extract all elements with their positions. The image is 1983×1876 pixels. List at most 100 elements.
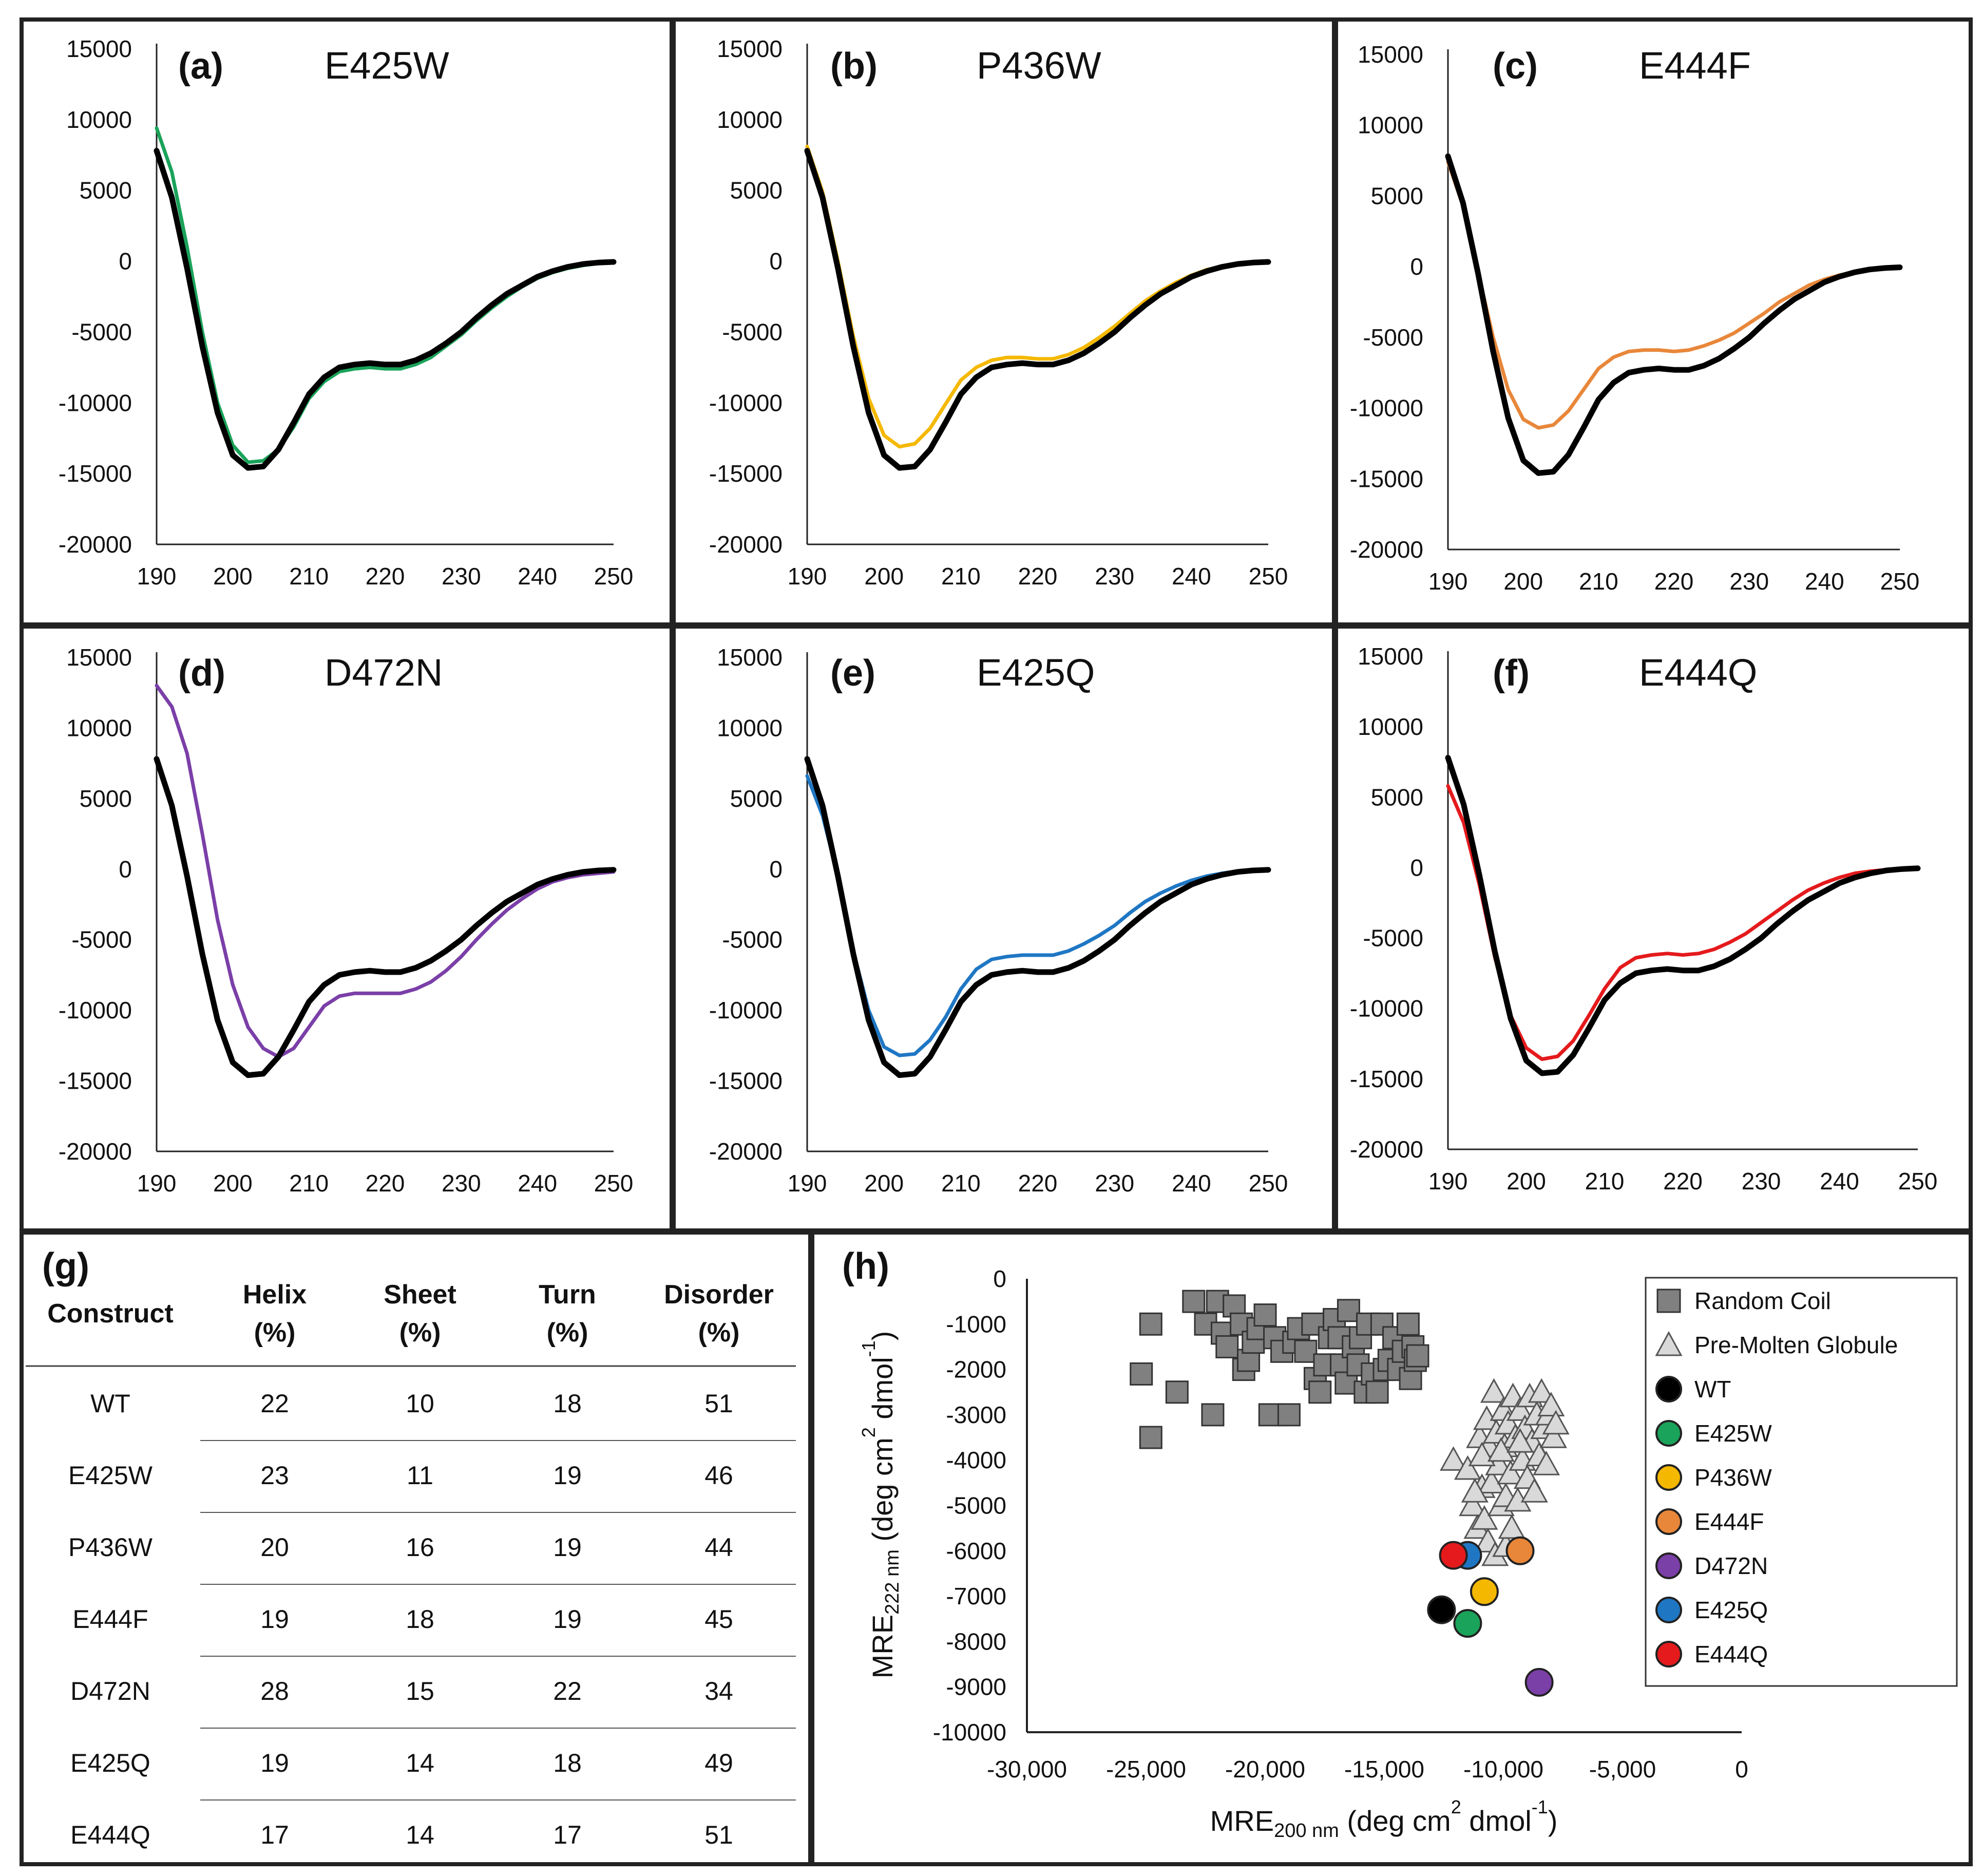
y-tick-label: 0 xyxy=(119,248,132,275)
x-tick-label: 230 xyxy=(442,1170,481,1197)
random-coil-point xyxy=(1253,1303,1277,1327)
y-tick-label: -10000 xyxy=(59,997,132,1024)
table-construct-cell: E444F xyxy=(72,1605,148,1634)
legend-label: D472N xyxy=(1694,1552,1768,1579)
y-tick-label: 0 xyxy=(769,856,783,882)
random-coil-point xyxy=(1406,1344,1429,1368)
table-value-cell: 17 xyxy=(260,1821,289,1849)
series-line-WT xyxy=(804,148,1271,471)
y-tick-label: -5000 xyxy=(722,926,783,953)
construct-point-WT xyxy=(1427,1595,1456,1624)
x-tick-label: 220 xyxy=(1654,568,1694,595)
x-tick-label: 200 xyxy=(213,1170,253,1197)
y-tick-label: -15000 xyxy=(709,460,783,487)
chart-panel-E425Q: 15000 10000 5000 0 -5000 -10000 -15000 -2000019… xyxy=(709,644,1288,1197)
x-tick-label: 220 xyxy=(1663,1168,1703,1195)
chart-panel-P436W: 15000 10000 5000 0 -5000 -10000 -15000 -2000019… xyxy=(709,35,1288,590)
y-tick-label: -10000 xyxy=(933,1719,1006,1746)
series-line-WT xyxy=(1445,755,1921,1076)
pre-molten-globule-point xyxy=(1487,1437,1515,1462)
y-tick-label: -15000 xyxy=(59,1068,132,1094)
structure-table: (g) Construct Helix (%) Sheet (%) Turn (%) Disor… xyxy=(26,1246,796,1849)
table-value-cell: 45 xyxy=(704,1605,733,1634)
series-line-WT xyxy=(154,756,617,1078)
x-tick-label: 210 xyxy=(941,563,981,590)
series-line-E425Q xyxy=(805,774,1270,1057)
y-tick-label: -15000 xyxy=(1350,1066,1423,1092)
table-value-cell: 14 xyxy=(406,1749,434,1777)
axis-title-superscript: 2 xyxy=(858,1427,879,1437)
legend-marker-WT xyxy=(1655,1376,1682,1403)
y-tick-label: 5000 xyxy=(1371,784,1423,810)
y-tick-label: 15000 xyxy=(66,35,132,62)
y-tick-label: 10000 xyxy=(66,714,132,741)
y-tick-label: -6000 xyxy=(946,1538,1006,1564)
table-value-cell: 14 xyxy=(406,1821,434,1849)
legend-marker-pre-molten xyxy=(1655,1331,1683,1356)
y-tick-label: -5000 xyxy=(722,318,783,345)
table-value-cell: 22 xyxy=(553,1677,582,1706)
panel-frame-7 xyxy=(810,1230,1973,1866)
pre-molten-globule-point xyxy=(1461,1477,1489,1503)
panel-title: E425W xyxy=(325,44,449,87)
y-tick-label: -20000 xyxy=(1350,536,1423,563)
x-tick-label: 230 xyxy=(442,563,481,590)
x-tick-label: 250 xyxy=(1249,1170,1288,1197)
y-tick-label: 10000 xyxy=(66,106,132,133)
panel-title: E444Q xyxy=(1639,651,1757,694)
x-tick-label: 240 xyxy=(1172,563,1211,590)
random-coil-point xyxy=(1165,1380,1189,1404)
y-tick-label: -4000 xyxy=(946,1447,1006,1473)
pre-molten-globule-point xyxy=(1539,1423,1567,1448)
y-tick-label: 10000 xyxy=(1358,112,1423,139)
x-tick-label: -30,000 xyxy=(987,1756,1067,1783)
axis-title-units: dmol xyxy=(1461,1805,1532,1837)
x-tick-label: 250 xyxy=(1880,568,1920,595)
table-header-unit: (%) xyxy=(254,1318,296,1348)
pre-molten-globule-point xyxy=(1471,1505,1498,1530)
panel-letter: (a) xyxy=(178,46,223,87)
x-tick-label: -15,000 xyxy=(1344,1756,1424,1783)
y-tick-label: -5000 xyxy=(1363,324,1423,351)
panel-title: E425Q xyxy=(977,651,1095,694)
legend-label: E425Q xyxy=(1694,1597,1768,1623)
x-tick-label: 210 xyxy=(289,1170,329,1197)
construct-point-P436W xyxy=(1470,1577,1499,1606)
random-coil-point xyxy=(1139,1426,1162,1449)
y-tick-label: 0 xyxy=(1410,854,1423,881)
x-tick-label: -10,000 xyxy=(1463,1756,1543,1783)
legend-marker-E425W xyxy=(1655,1420,1682,1447)
table-value-cell: 19 xyxy=(553,1605,582,1634)
panel-letter: (f) xyxy=(1493,653,1530,694)
y-tick-label: -8000 xyxy=(946,1628,1006,1655)
construct-point-D472N xyxy=(1524,1667,1554,1697)
x-tick-label: -20,000 xyxy=(1225,1756,1305,1783)
pre-molten-globule-point xyxy=(1528,1378,1555,1403)
random-coil-point xyxy=(1139,1312,1162,1336)
table-value-cell: 16 xyxy=(406,1533,434,1562)
x-tick-label: 250 xyxy=(594,563,634,590)
x-tick-label: 200 xyxy=(864,1170,904,1197)
construct-point-E444Q xyxy=(1439,1541,1468,1570)
table-value-cell: 46 xyxy=(704,1461,733,1490)
y-tick-label: -1000 xyxy=(946,1311,1006,1337)
table-value-cell: 49 xyxy=(704,1749,733,1777)
y-tick-label: -15000 xyxy=(709,1068,783,1094)
legend-marker-D472N xyxy=(1655,1552,1682,1579)
x-tick-label: 210 xyxy=(941,1170,981,1197)
table-value-cell: 10 xyxy=(406,1389,434,1418)
y-tick-label: 15000 xyxy=(717,644,783,671)
pre-molten-globule-point xyxy=(1542,1410,1570,1435)
x-tick-label: 200 xyxy=(213,563,253,590)
legend-marker-random-coil xyxy=(1656,1288,1681,1313)
y-tick-label: -5000 xyxy=(946,1492,1006,1519)
x-tick-label: 220 xyxy=(1018,1170,1058,1197)
x-tick-label: 210 xyxy=(289,563,329,590)
legend-label: Pre-Molten Globule xyxy=(1694,1332,1898,1358)
y-tick-label: -20000 xyxy=(59,531,132,558)
table-value-cell: 20 xyxy=(260,1533,289,1562)
random-coil-point xyxy=(1308,1380,1332,1404)
table-header-disorder: Disorder xyxy=(664,1280,774,1310)
table-header-unit: (%) xyxy=(698,1318,740,1348)
